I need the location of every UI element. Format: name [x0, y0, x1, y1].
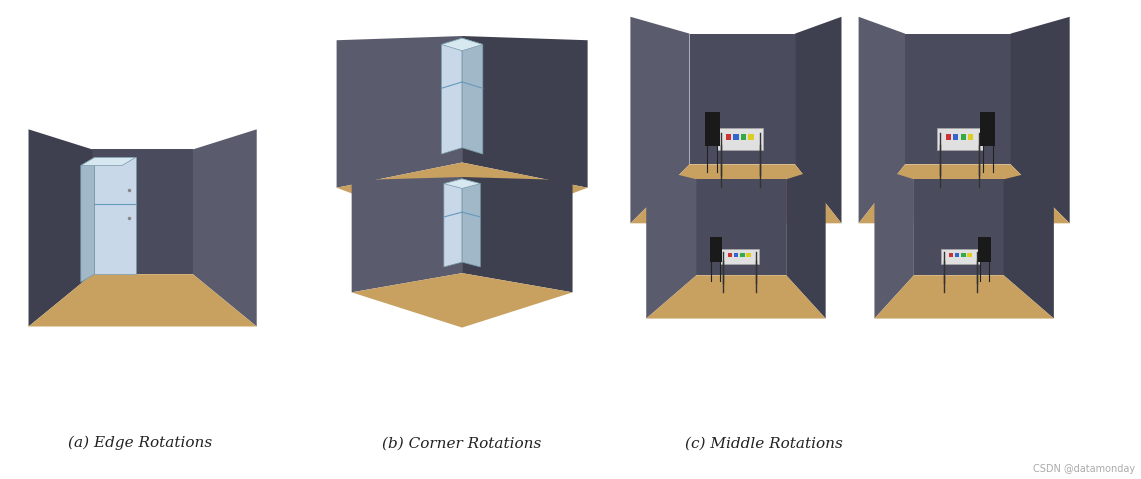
Bar — [968, 134, 973, 140]
Polygon shape — [462, 38, 483, 154]
Polygon shape — [29, 129, 92, 327]
Polygon shape — [81, 158, 136, 166]
Bar — [717, 128, 763, 149]
Text: (b) Corner Rotations: (b) Corner Rotations — [382, 436, 542, 450]
Bar — [728, 253, 733, 257]
Bar — [948, 253, 953, 257]
Polygon shape — [1011, 17, 1070, 223]
Bar — [741, 253, 745, 257]
Bar — [710, 237, 722, 259]
Bar — [705, 113, 720, 142]
Polygon shape — [874, 167, 914, 319]
Polygon shape — [905, 34, 1011, 164]
Bar — [946, 134, 952, 140]
Bar — [748, 134, 753, 140]
Bar — [734, 134, 738, 140]
Polygon shape — [442, 38, 483, 51]
Bar — [961, 253, 965, 257]
Polygon shape — [337, 162, 588, 234]
Polygon shape — [462, 36, 588, 188]
Bar — [941, 249, 980, 264]
Polygon shape — [795, 17, 842, 223]
Polygon shape — [95, 158, 136, 274]
Bar — [978, 259, 990, 262]
Polygon shape — [646, 167, 696, 319]
Bar — [705, 142, 720, 146]
Polygon shape — [444, 179, 480, 188]
Polygon shape — [874, 275, 1054, 319]
Polygon shape — [630, 164, 842, 223]
Bar — [968, 253, 972, 257]
Polygon shape — [92, 149, 193, 274]
Polygon shape — [462, 179, 480, 267]
Polygon shape — [29, 274, 257, 327]
Polygon shape — [462, 177, 573, 292]
Bar — [746, 253, 751, 257]
Bar — [955, 253, 960, 257]
Polygon shape — [689, 34, 795, 164]
Polygon shape — [858, 17, 905, 223]
Bar — [937, 128, 984, 149]
Polygon shape — [646, 275, 826, 319]
Polygon shape — [786, 167, 826, 319]
Bar — [741, 134, 746, 140]
Polygon shape — [351, 177, 462, 292]
Bar — [953, 134, 958, 140]
Bar — [720, 249, 759, 264]
Polygon shape — [337, 36, 462, 188]
Text: (c) Middle Rotations: (c) Middle Rotations — [685, 436, 842, 450]
Polygon shape — [351, 273, 573, 328]
Polygon shape — [914, 179, 1004, 275]
Polygon shape — [696, 179, 786, 275]
Polygon shape — [442, 38, 462, 154]
Text: CSDN @datamonday: CSDN @datamonday — [1033, 464, 1135, 474]
Bar — [710, 259, 722, 262]
Polygon shape — [193, 129, 257, 327]
Polygon shape — [81, 158, 95, 282]
Polygon shape — [444, 179, 462, 267]
Bar — [726, 134, 731, 140]
Polygon shape — [630, 17, 689, 223]
Bar — [734, 253, 738, 257]
Bar — [980, 113, 995, 142]
Bar — [961, 134, 966, 140]
Polygon shape — [858, 164, 1070, 223]
Polygon shape — [1004, 167, 1054, 319]
Bar — [978, 237, 990, 259]
Bar — [980, 142, 995, 146]
Text: (a) Edge Rotations: (a) Edge Rotations — [68, 436, 212, 450]
